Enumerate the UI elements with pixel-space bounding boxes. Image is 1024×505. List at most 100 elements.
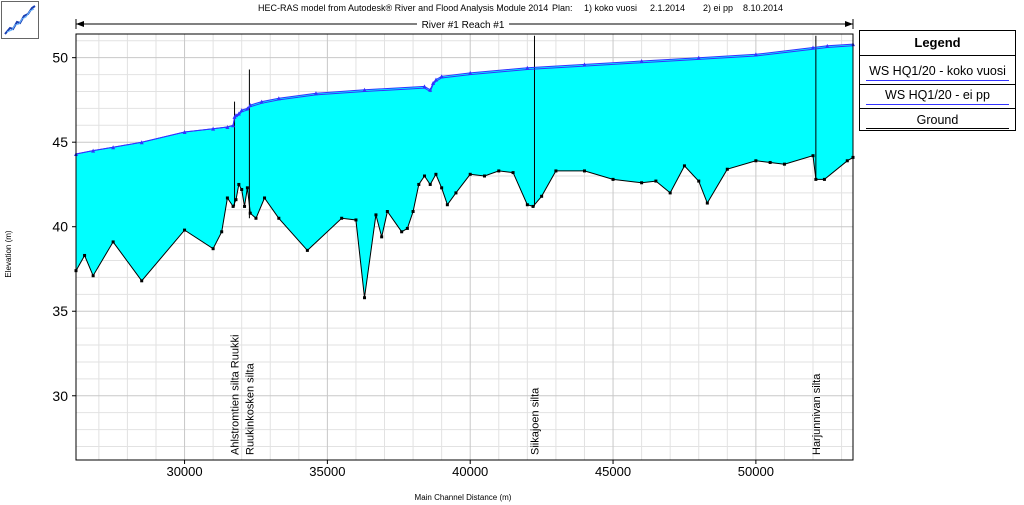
ground-marker (611, 177, 615, 181)
ground-marker (240, 188, 244, 192)
ws-marker (225, 124, 230, 129)
ws-marker (428, 87, 433, 92)
ground-marker (497, 169, 501, 173)
y-tick-label: 40 (52, 219, 68, 235)
legend-item-ws-koko-vuosi: WS HQ1/20 - koko vuosi (869, 64, 1006, 78)
x-tick-label: 35000 (309, 464, 345, 479)
ground-marker (525, 203, 529, 207)
ground-marker (225, 196, 229, 200)
ground-marker (245, 186, 249, 190)
x-tick-label: 30000 (166, 464, 202, 479)
plan-label: Plan: (552, 3, 573, 13)
ground-marker (111, 240, 115, 244)
ground-marker (385, 210, 389, 213)
bridge-label: Ahlstromtien silta Ruukki (230, 335, 242, 455)
app-icon[interactable] (1, 1, 39, 39)
ground-marker (380, 235, 384, 239)
ws-marker (111, 145, 116, 150)
ground-marker (482, 174, 486, 178)
ws-marker (233, 113, 238, 118)
ground-marker (231, 204, 235, 208)
plan1-label: 1) koko vuosi (584, 3, 637, 13)
ws-marker (248, 103, 253, 107)
ws-marker (276, 96, 281, 101)
ground-marker (445, 203, 449, 207)
ws-marker (139, 140, 144, 145)
ground-marker (400, 230, 404, 234)
ground-marker (237, 182, 241, 186)
ws-marker (211, 126, 216, 131)
bridge-label: Ruukinkosken silta (244, 362, 256, 455)
ground-marker (183, 228, 187, 232)
ground-marker (263, 196, 267, 200)
plan2-date: 8.10.2014 (743, 3, 783, 13)
ws-koko-vuosi-line (75, 43, 854, 155)
x-axis-label: Main Channel Distance (m) (415, 493, 512, 502)
plan2-label: 2) ei pp (703, 3, 733, 13)
ws-marker (439, 74, 444, 79)
ws-marker (525, 65, 530, 70)
y-tick-label: 30 (52, 388, 68, 404)
ground-marker (354, 218, 358, 222)
legend-item-ground: Ground (916, 113, 959, 127)
ground-marker (782, 162, 786, 166)
y-tick-label: 45 (52, 134, 68, 150)
ground-marker (725, 167, 729, 171)
ground-marker (243, 204, 247, 208)
ground-marker (254, 216, 258, 220)
ground-marker (374, 213, 378, 217)
ws-marker (231, 123, 236, 128)
ground-marker (140, 279, 144, 283)
bridge-label: Siikajoen silta (530, 387, 542, 455)
ground-marker (697, 179, 701, 183)
ws-marker (825, 43, 830, 48)
ground-marker (91, 274, 95, 278)
plot-frame (75, 33, 854, 461)
chart-title: HEC-RAS model from Autodesk® River and F… (258, 3, 548, 13)
ground-marker (405, 226, 409, 230)
ground-marker (440, 186, 444, 190)
ws-marker (313, 91, 318, 96)
ground-marker (705, 201, 709, 205)
legend-swatch-ws-koko-vuosi (866, 80, 1009, 81)
water-area (76, 44, 853, 298)
ground-marker (822, 177, 826, 181)
legend-divider (860, 55, 1015, 56)
legend-item-ws-ei-pp: WS HQ1/20 - ei pp (885, 88, 990, 102)
y-tick-label: 50 (52, 50, 68, 66)
ground-marker (417, 182, 421, 186)
ground-marker (768, 160, 772, 164)
ground-marker (811, 154, 815, 158)
ws-marker (182, 130, 187, 135)
ws-marker (239, 108, 244, 113)
ground-marker (554, 169, 558, 173)
ground-marker (428, 182, 432, 186)
ground-marker (434, 172, 438, 176)
ground-marker (845, 159, 849, 163)
legend: Legend WS HQ1/20 - koko vuosi WS HQ1/20 … (859, 30, 1016, 131)
ws-marker (753, 52, 758, 57)
ws-marker (811, 45, 816, 50)
y-tick-label: 35 (52, 303, 68, 319)
ground-marker (83, 253, 87, 257)
ground-marker (277, 216, 281, 220)
ground-marker (211, 247, 215, 251)
ground-marker (582, 169, 586, 173)
ground-marker (234, 198, 238, 202)
y-axis-label: Elevation (m) (4, 230, 13, 277)
ground-marker (654, 179, 658, 183)
ws-marker (696, 55, 701, 60)
legend-divider (860, 108, 1015, 109)
ws-marker (468, 70, 473, 75)
legend-title: Legend (914, 35, 961, 50)
ground-marker (363, 296, 367, 300)
ground-marker (468, 172, 472, 176)
ground-marker (682, 164, 686, 168)
legend-swatch-ground (866, 128, 1009, 129)
ws-marker (582, 62, 587, 67)
ground-marker (640, 181, 644, 185)
ground-marker (454, 191, 458, 195)
ws-marker (236, 111, 241, 116)
ws-marker (433, 77, 438, 82)
